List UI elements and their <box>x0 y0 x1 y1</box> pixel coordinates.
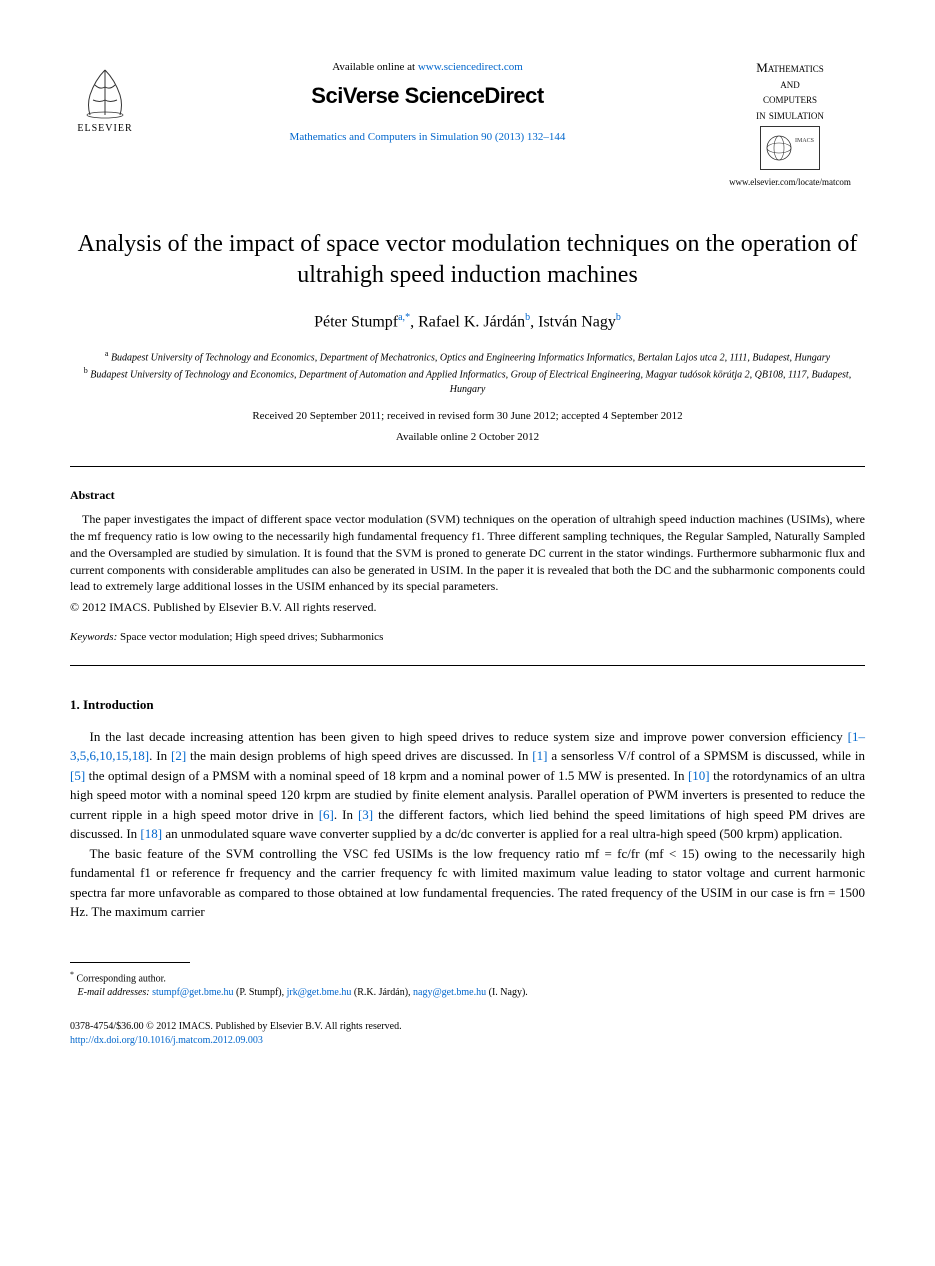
p1b: . In <box>149 748 171 763</box>
bottom-info: 0378-4754/$36.00 © 2012 IMACS. Published… <box>70 1020 865 1048</box>
author-1-star: * <box>405 312 410 323</box>
footnote-corresponding: * Corresponding author. <box>70 969 865 986</box>
section-1-heading: 1. Introduction <box>70 696 865 714</box>
dates-received: Received 20 September 2011; received in … <box>70 409 865 424</box>
jn-l3: computers <box>763 91 817 106</box>
journal-url[interactable]: www.elsevier.com/locate/matcom <box>715 176 865 189</box>
ref-2[interactable]: [2] <box>171 748 186 763</box>
center-header: Available online at www.sciencedirect.co… <box>140 60 715 146</box>
author-2: Rafael K. Járdán <box>418 314 525 331</box>
doi-link[interactable]: http://dx.doi.org/10.1016/j.matcom.2012.… <box>70 1034 865 1048</box>
footnote-corr-text: Corresponding author. <box>77 973 166 984</box>
footnote-star: * <box>70 970 74 979</box>
footnote-separator <box>70 962 190 963</box>
email-1[interactable]: stumpf@get.bme.hu <box>152 987 233 998</box>
email-2[interactable]: jrk@get.bme.hu <box>287 987 352 998</box>
jn-l1: Mathematics <box>756 60 824 75</box>
aff-a-text: Budapest University of Technology and Ec… <box>111 352 830 363</box>
available-text: Available online at <box>332 61 418 73</box>
email-3-who: (I. Nagy). <box>486 987 528 998</box>
elsevier-logo: ELSEVIER <box>70 60 140 140</box>
elsevier-label: ELSEVIER <box>77 122 132 136</box>
ref-7[interactable]: [3] <box>358 807 373 822</box>
sciencedirect-url[interactable]: www.sciencedirect.com <box>418 61 523 73</box>
authors: Péter Stumpfa,*, Rafael K. Járdánb, Istv… <box>70 311 865 334</box>
abstract-copyright: © 2012 IMACS. Published by Elsevier B.V.… <box>70 599 865 616</box>
p1g: . In <box>334 807 358 822</box>
issn-line: 0378-4754/$36.00 © 2012 IMACS. Published… <box>70 1020 865 1034</box>
email-1-who: (P. Stumpf), <box>234 987 287 998</box>
ref-4[interactable]: [5] <box>70 768 85 783</box>
available-online: Available online at www.sciencedirect.co… <box>160 60 695 75</box>
abstract-text: The paper investigates the impact of dif… <box>70 511 865 595</box>
email-3[interactable]: nagy@get.bme.hu <box>413 987 486 998</box>
svg-text:IMACS: IMACS <box>795 138 814 144</box>
ref-5[interactable]: [10] <box>688 768 710 783</box>
p1i: an unmodulated square wave converter sup… <box>162 826 842 841</box>
header-row: ELSEVIER Available online at www.science… <box>70 60 865 189</box>
sciverse-logo: SciVerse ScienceDirect <box>160 81 695 112</box>
section-1-para-2: The basic feature of the SVM controlling… <box>70 844 865 922</box>
author-3-aff: b <box>616 312 621 323</box>
elsevier-tree-icon <box>75 65 135 120</box>
imacs-logo: IMACS <box>760 126 820 170</box>
p1a: In the last decade increasing attention … <box>90 729 848 744</box>
p1e: the optimal design of a PMSM with a nomi… <box>85 768 688 783</box>
author-2-aff: b <box>525 312 530 323</box>
section-1-para-1: In the last decade increasing attention … <box>70 727 865 844</box>
paper-title: Analysis of the impact of space vector m… <box>70 229 865 291</box>
journal-box: Mathematics and computers in simulation … <box>715 60 865 189</box>
email-2-who: (R.K. Járdán), <box>351 987 413 998</box>
keywords: Keywords: Space vector modulation; High … <box>70 630 865 645</box>
aff-a-sup: a <box>105 349 109 358</box>
divider-2 <box>70 665 865 666</box>
p1c: the main design problems of high speed d… <box>186 748 532 763</box>
imacs-globe-icon: IMACS <box>765 130 815 166</box>
divider-1 <box>70 466 865 467</box>
abstract-heading: Abstract <box>70 487 865 504</box>
jn-l4: in simulation <box>756 107 824 122</box>
ref-8[interactable]: [18] <box>140 826 162 841</box>
keywords-label: Keywords: <box>70 631 117 643</box>
aff-b-text: Budapest University of Technology and Ec… <box>90 370 851 395</box>
dates-online: Available online 2 October 2012 <box>70 430 865 445</box>
email-label: E-mail addresses: <box>78 987 153 998</box>
p1d: a sensorless V/f control of a SPMSM is d… <box>547 748 865 763</box>
journal-reference[interactable]: Mathematics and Computers in Simulation … <box>160 130 695 145</box>
aff-b-sup: b <box>84 366 88 375</box>
affiliations: a Budapest University of Technology and … <box>70 348 865 397</box>
ref-6[interactable]: [6] <box>319 807 334 822</box>
footnote-emails: E-mail addresses: stumpf@get.bme.hu (P. … <box>70 986 865 1000</box>
ref-3[interactable]: [1] <box>532 748 547 763</box>
keywords-text: Space vector modulation; High speed driv… <box>117 631 383 643</box>
author-1: Péter Stumpf <box>314 314 398 331</box>
jn-l2: and <box>780 76 800 91</box>
journal-name: Mathematics and computers in simulation <box>715 60 865 122</box>
author-3: István Nagy <box>538 314 616 331</box>
